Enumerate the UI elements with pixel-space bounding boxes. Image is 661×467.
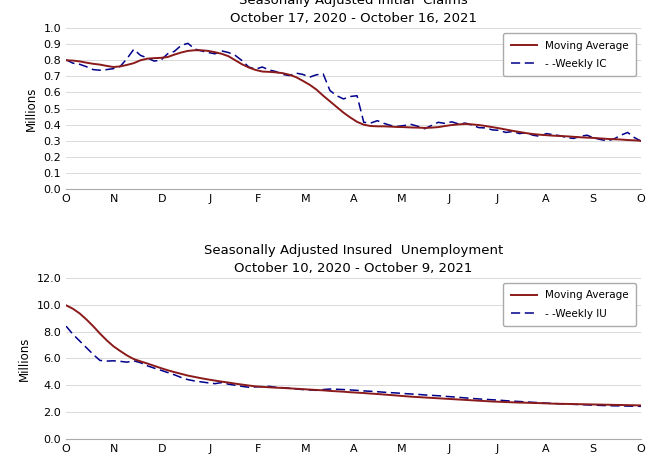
Legend: Moving Average, - -Weekly IU: Moving Average, - -Weekly IU [504,283,636,326]
Title: Seasonally Adjusted Initial  Claims
October 17, 2020 - October 16, 2021: Seasonally Adjusted Initial Claims Octob… [230,0,477,26]
Title: Seasonally Adjusted Insured  Unemployment
October 10, 2020 - October 9, 2021: Seasonally Adjusted Insured Unemployment… [204,244,503,275]
Y-axis label: Millions: Millions [18,336,31,381]
Legend: Moving Average, - -Weekly IC: Moving Average, - -Weekly IC [504,33,636,76]
Y-axis label: Millions: Millions [25,86,38,131]
